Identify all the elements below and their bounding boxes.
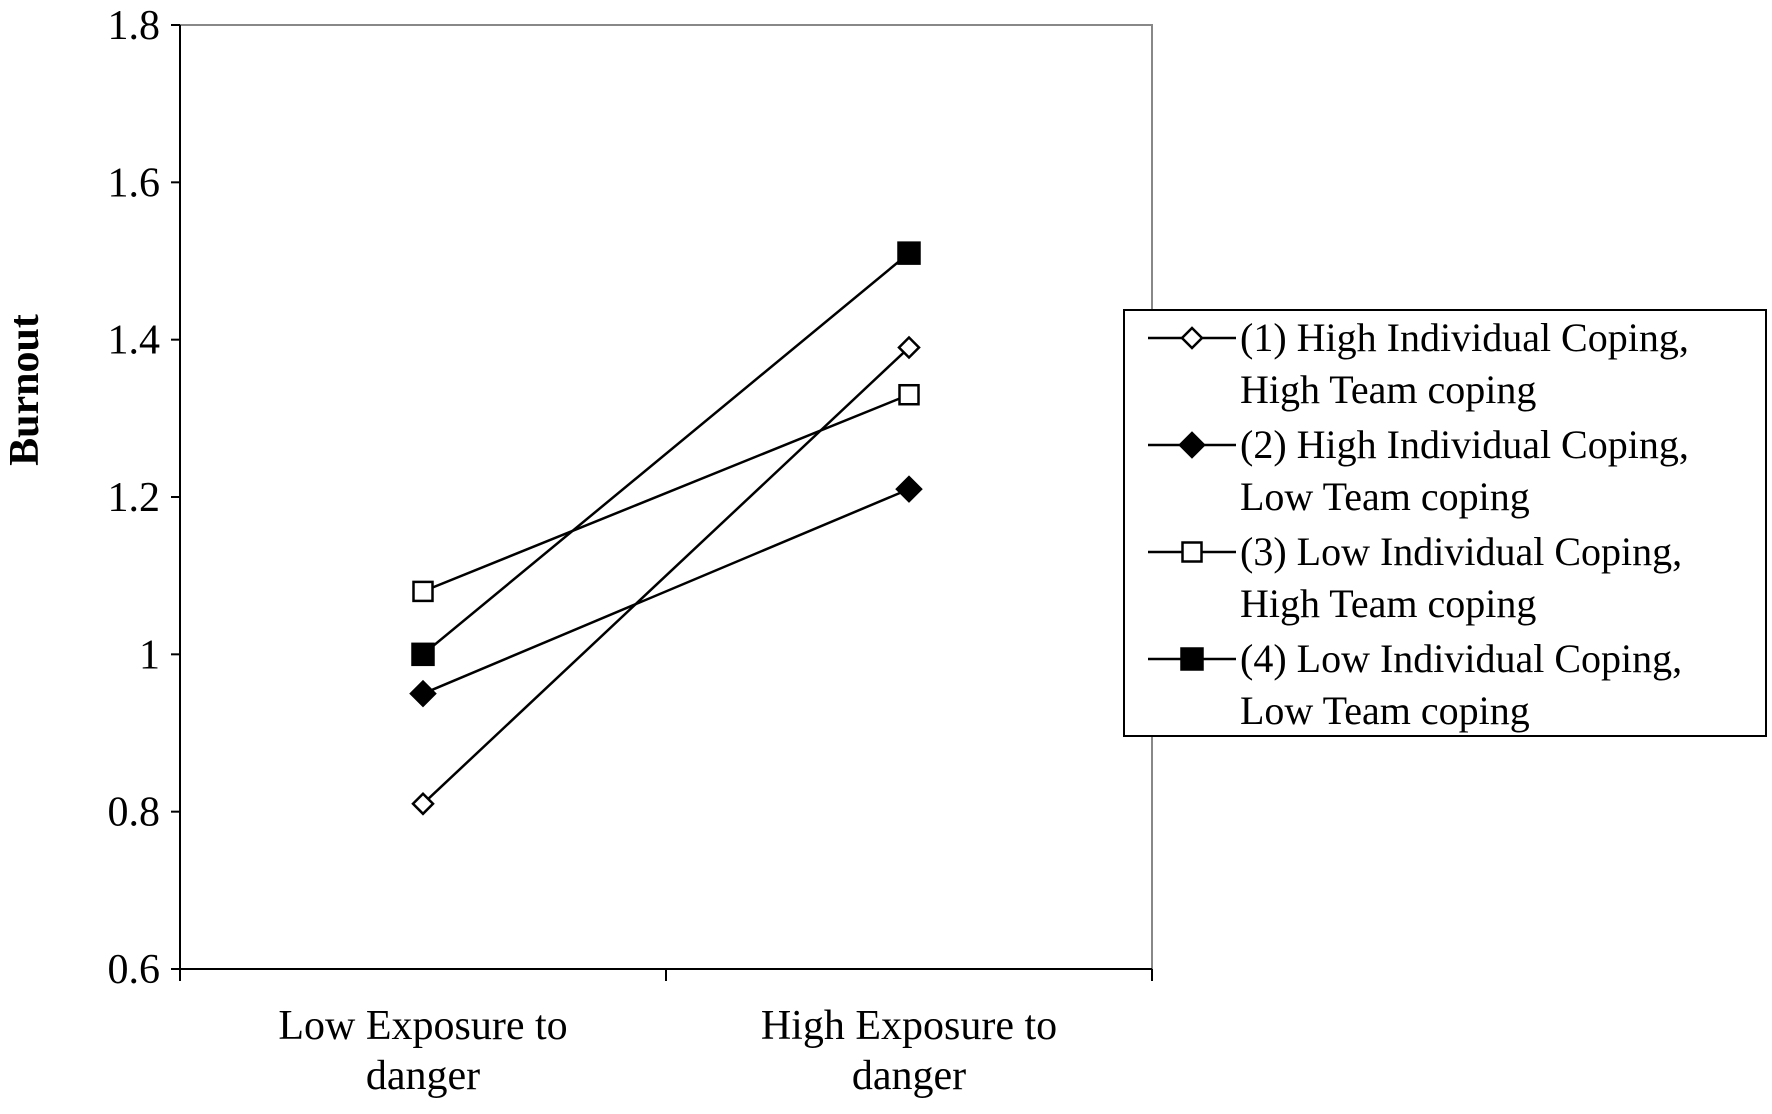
- legend-label-1: (1) High Individual Coping,: [1240, 315, 1689, 360]
- series-4-line: [422, 252, 910, 656]
- y-tick-label: 1.2: [108, 475, 161, 521]
- y-tick-label: 1: [139, 632, 160, 678]
- legend-label-2: Low Team coping: [1240, 474, 1530, 519]
- legend-marker-4: [1180, 647, 1204, 671]
- series-2-point: [409, 679, 437, 708]
- x-tick-label: High Exposure to: [761, 1003, 1057, 1049]
- y-tick-label: 0.8: [108, 790, 161, 836]
- legend-marker-2: [1178, 431, 1206, 459]
- series-1-point: [411, 792, 435, 816]
- y-tick-label: 1.6: [108, 160, 161, 206]
- x-tick-label: danger: [852, 1053, 966, 1099]
- series-3-point: [898, 383, 920, 406]
- series-3-line: [422, 393, 910, 593]
- legend: (1) High Individual Coping, High Team cop…: [1123, 309, 1767, 737]
- x-tick-label: Low Exposure to: [278, 1003, 567, 1049]
- series-1-point: [897, 335, 921, 360]
- series-markers: [409, 241, 923, 816]
- series-4-point: [411, 642, 435, 667]
- series-2-line: [422, 487, 910, 695]
- y-axis-label: Burnout: [2, 314, 48, 466]
- legend-label-3: (3) Low Individual Coping,: [1240, 529, 1682, 574]
- legend-label-3: High Team coping: [1240, 581, 1536, 626]
- y-ticks: 0.6 0.8 1 1.2 1.4 1.6 1.8: [108, 3, 180, 993]
- legend-label-2: (2) High Individual Coping,: [1240, 422, 1689, 467]
- series-1-line: [422, 346, 910, 805]
- legend-marker-3: [1181, 541, 1203, 563]
- y-tick-label: 1.4: [108, 318, 161, 364]
- series-lines: [422, 252, 910, 805]
- y-tick-label: 0.6: [108, 947, 161, 993]
- legend-label-4: Low Team coping: [1240, 688, 1530, 733]
- legend-box: [1123, 309, 1767, 737]
- series-3-point: [412, 580, 434, 603]
- legend-label-1: High Team coping: [1240, 367, 1536, 412]
- series-4-point: [897, 241, 921, 265]
- y-tick-label: 1.8: [108, 3, 161, 49]
- legend-label-4: (4) Low Individual Coping,: [1240, 636, 1682, 681]
- legend-marker-1: [1180, 326, 1204, 350]
- plot-area: [179, 24, 1153, 970]
- x-tick-label: danger: [366, 1053, 480, 1099]
- series-2-point: [895, 475, 923, 503]
